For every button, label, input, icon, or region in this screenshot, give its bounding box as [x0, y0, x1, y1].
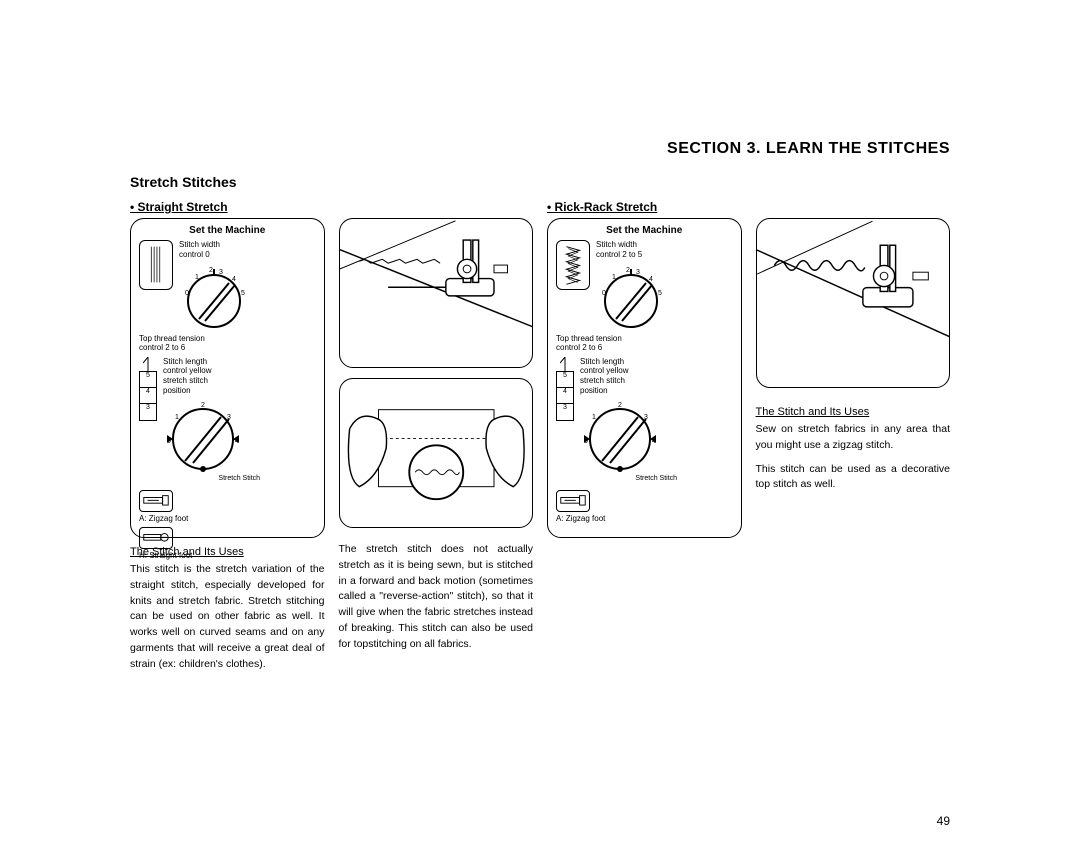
- rickrack-body2: This stitch can be used as a decorative …: [756, 462, 951, 494]
- svg-text:2: 2: [209, 267, 213, 274]
- set-machine-label: Set the Machine: [139, 225, 316, 236]
- straight-foot-icon: [139, 527, 173, 549]
- width-dial-icon: 0 1 23 45: [179, 261, 249, 331]
- foot-a-label: A: Zigzag foot: [139, 514, 316, 523]
- svg-text:2: 2: [618, 402, 622, 409]
- col-rickrack-illus: The Stitch and Its Uses Sew on stretch f…: [756, 200, 951, 672]
- svg-text:4: 4: [649, 276, 653, 283]
- page-number: 49: [937, 814, 950, 828]
- zigzag-foot-icon: [139, 490, 173, 512]
- stitch-length-note: Stitch length control yellow stretch sti…: [163, 357, 316, 395]
- length-dial-icon: 01 23 4: [163, 395, 243, 475]
- tension-ruler-icon: 5 4 3: [139, 371, 157, 421]
- rr-stretch-stitch-label: Stretch Stitch: [580, 475, 733, 483]
- straight-settings-panel: Set the Machine Stitch width control 0: [130, 218, 325, 538]
- svg-text:1: 1: [195, 274, 199, 281]
- straight-body1: This stitch is the stretch variation of …: [130, 562, 325, 672]
- straight-body2: The stretch stitch does not actually str…: [339, 542, 534, 652]
- rickrack-foot-illustration: [756, 218, 951, 388]
- rr-stitch-length-note: Stitch length control yellow stretch sti…: [580, 357, 733, 395]
- subsection-title: Stretch Stitches: [130, 174, 950, 190]
- straight-title: • Straight Stretch: [130, 200, 325, 214]
- rr-zigzag-foot-icon: [556, 490, 590, 512]
- svg-text:2: 2: [201, 402, 205, 409]
- rickrack-settings-panel: Set the Machine Stitch width control 2 t…: [547, 218, 742, 538]
- svg-text:3: 3: [227, 414, 231, 421]
- rickrack-body1: Sew on stretch fabrics in any area that …: [756, 422, 951, 454]
- rr-foot-a-label: A: Zigzag foot: [556, 514, 733, 523]
- stitch-width-note: Stitch width control 0: [179, 240, 316, 259]
- tension-note: Top thread tension control 2 to 6: [139, 335, 316, 353]
- section-header: SECTION 3. LEARN THE STITCHES: [130, 140, 950, 158]
- rickrack-stitch-sample-icon: [556, 240, 590, 290]
- svg-text:3: 3: [644, 414, 648, 421]
- rr-tension-ruler-icon: 5 4 3: [556, 371, 574, 421]
- magnifier-icon: [409, 445, 463, 499]
- rickrack-title: • Rick-Rack Stretch: [547, 200, 742, 214]
- svg-text:2: 2: [626, 267, 630, 274]
- svg-text:0: 0: [185, 290, 189, 297]
- svg-text:1: 1: [592, 414, 596, 421]
- stretch-stitch-label: Stretch Stitch: [163, 475, 316, 483]
- col-straight-illus: The stretch stitch does not actually str…: [339, 200, 534, 672]
- set-machine-label-2: Set the Machine: [556, 225, 733, 236]
- col-rickrack-settings: • Rick-Rack Stretch Set the Machine Stit…: [547, 200, 742, 672]
- zigzag-stitch-icon: [774, 261, 864, 271]
- straight-stitch-sample-icon: [139, 240, 173, 290]
- foot-h-label: H: Straight foot: [139, 551, 316, 560]
- svg-text:1: 1: [175, 414, 179, 421]
- content-columns: • Straight Stretch Set the Machine: [130, 200, 950, 672]
- rr-length-dial-icon: 01 23 4: [580, 395, 660, 475]
- col-straight-settings: • Straight Stretch Set the Machine: [130, 200, 325, 672]
- rr-stitch-width-note: Stitch width control 2 to 5: [596, 240, 733, 259]
- svg-text:1: 1: [612, 274, 616, 281]
- svg-text:3: 3: [636, 269, 640, 276]
- svg-text:3: 3: [219, 269, 223, 276]
- stitch-line-icon: [359, 259, 440, 263]
- svg-text:0: 0: [602, 290, 606, 297]
- svg-text:5: 5: [241, 290, 245, 297]
- straight-hands-illustration: [339, 378, 534, 528]
- rr-width-dial-icon: 0 1 23 45: [596, 261, 666, 331]
- svg-text:5: 5: [658, 290, 662, 297]
- rickrack-uses-heading: The Stitch and Its Uses: [756, 406, 951, 418]
- svg-text:4: 4: [232, 276, 236, 283]
- manual-page: SECTION 3. LEARN THE STITCHES Stretch St…: [130, 140, 950, 672]
- presser-foot-icon: [862, 245, 927, 307]
- presser-foot-icon: [388, 240, 507, 296]
- straight-foot-illustration: [339, 218, 534, 368]
- rr-tension-note: Top thread tension control 2 to 6: [556, 335, 733, 353]
